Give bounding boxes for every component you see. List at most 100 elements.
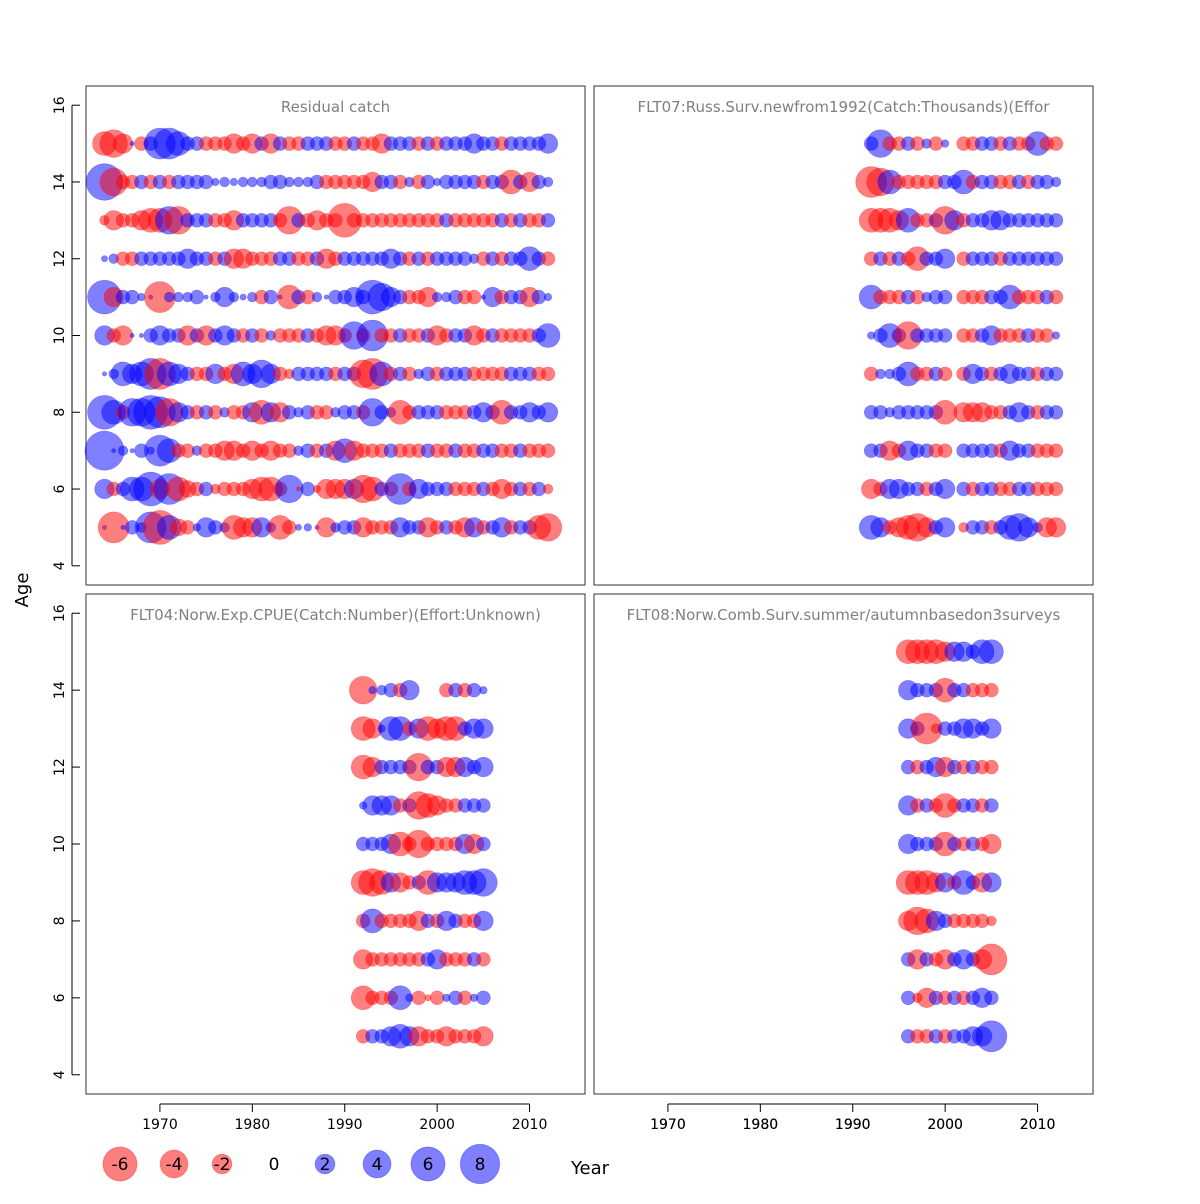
bubble: [129, 448, 135, 454]
bubble: [431, 291, 443, 303]
x-axis-label: Year: [570, 1158, 610, 1179]
bubble: [111, 448, 117, 454]
bubble: [937, 328, 953, 343]
panel-4: FLT08:Norw.Comb.Surv.summer/autumnbasedo…: [593, 593, 1094, 1133]
bubble: [937, 443, 953, 458]
bubble: [981, 833, 1002, 855]
y-axis: 4 6 8 10 12 14 16: [52, 96, 80, 570]
legend-label: 6: [423, 1155, 434, 1175]
bubble: [129, 333, 135, 338]
x-tick-label: 2000: [419, 1117, 455, 1133]
y-axis-label: Age: [12, 573, 33, 608]
x-tick-label: 2010: [512, 1117, 548, 1133]
bubble: [934, 517, 956, 538]
bubble: [934, 248, 956, 269]
x-tick-label: 1980: [743, 1117, 779, 1133]
bubble: [303, 523, 312, 532]
y-tick-label: 10: [52, 327, 68, 345]
legend-label: 4: [372, 1155, 383, 1175]
panel-title: FLT07:Russ.Surv.newfrom1992(Catch:Thousa…: [638, 98, 1051, 116]
bubble: [219, 176, 230, 188]
bubble: [1045, 517, 1067, 538]
x-tick-label: 1980: [743, 1117, 779, 1133]
bubble: [323, 294, 329, 300]
bubble: [473, 756, 494, 778]
legend-bubble: [410, 1146, 446, 1182]
bubble: [937, 289, 953, 305]
bubble: [984, 798, 999, 813]
bubble: [173, 291, 184, 303]
bubble: [1048, 136, 1064, 151]
bubble: [984, 759, 999, 775]
legend-item: -6: [102, 1146, 138, 1182]
x-tick-label: 1970: [650, 1117, 686, 1133]
bubble: [476, 836, 491, 852]
legend-label: -2: [214, 1155, 231, 1175]
bubble: [540, 443, 556, 458]
legend-item: 4: [362, 1149, 392, 1179]
x-tick-label: 2010: [1020, 1117, 1056, 1133]
bubble: [237, 176, 249, 188]
bubble: [473, 718, 494, 739]
legend-item: 8: [459, 1143, 501, 1185]
bubble: [189, 289, 205, 305]
x-axis: 1970 1980 1990 2000 2010: [650, 1117, 1055, 1133]
panel-1: Residual catch 4 6 8 10 12 14 16: [52, 85, 586, 586]
bubble: [1051, 331, 1061, 340]
y-tick-label: 8: [52, 408, 68, 417]
panel-frame: [593, 593, 1094, 1095]
bubbles: [895, 639, 1008, 1053]
legend-item: -2: [211, 1153, 233, 1175]
bubble: [296, 486, 301, 492]
bubble: [102, 371, 107, 377]
bubble: [984, 990, 999, 1006]
bubble: [469, 868, 498, 897]
bubble: [1048, 251, 1064, 266]
bubbles: [84, 127, 563, 545]
x-tick-label: 1990: [327, 1117, 363, 1133]
bubble: [1039, 328, 1055, 343]
bubble: [1048, 366, 1064, 382]
bubble: [138, 333, 144, 338]
panel-frame: [85, 593, 586, 1095]
bubble: [540, 251, 556, 266]
panel-3: FLT04:Norw.Exp.CPUE(Catch:Number)(Effort…: [52, 593, 586, 1133]
bubble: [984, 682, 999, 698]
bubble: [540, 213, 556, 228]
bubble: [124, 289, 140, 305]
panel-2: FLT07:Russ.Surv.newfrom1992(Catch:Thousa…: [593, 85, 1094, 1133]
y-tick-label: 4: [52, 561, 68, 570]
y-tick-label: 8: [52, 916, 68, 925]
y-tick-label: 14: [52, 681, 68, 699]
bubble: [399, 680, 420, 701]
bubble: [229, 177, 238, 187]
legend-bubble: [211, 1153, 233, 1175]
panels: Residual catch 4 6 8 10 12 14 16 FLT07:Russ.Surv…: [52, 85, 1094, 1133]
bubble: [411, 990, 426, 1006]
x-tick-label: 1980: [235, 1117, 271, 1133]
bubble: [975, 1020, 1008, 1053]
y-tick-label: 6: [52, 484, 68, 493]
y-tick-label: 10: [52, 835, 68, 853]
bubble: [986, 915, 997, 927]
y-tick-label: 12: [52, 758, 68, 776]
x-axis: 1970 1980 1990 2000 2010: [142, 1103, 548, 1133]
legend-bubble: [159, 1149, 189, 1179]
x-tick-label: 1990: [835, 1117, 871, 1133]
bubbles: [855, 129, 1067, 542]
bubble: [420, 174, 436, 190]
bubble: [473, 910, 494, 932]
bubble: [368, 686, 377, 695]
bubble: [537, 402, 559, 423]
x-tick-label: 2000: [927, 1117, 963, 1133]
bubble: [1048, 405, 1064, 420]
x-tick-label: 2000: [927, 1117, 963, 1133]
panel-frame: [593, 85, 1094, 586]
bubble: [282, 520, 297, 535]
bubble: [1048, 443, 1064, 458]
bubble: [293, 176, 304, 188]
x-axis: 1970 1980 1990 2000 2010: [650, 1103, 1055, 1133]
bubble: [542, 176, 554, 188]
y-axis: 4 6 8 10 12 14 16: [52, 604, 80, 1079]
bubble: [300, 481, 316, 497]
